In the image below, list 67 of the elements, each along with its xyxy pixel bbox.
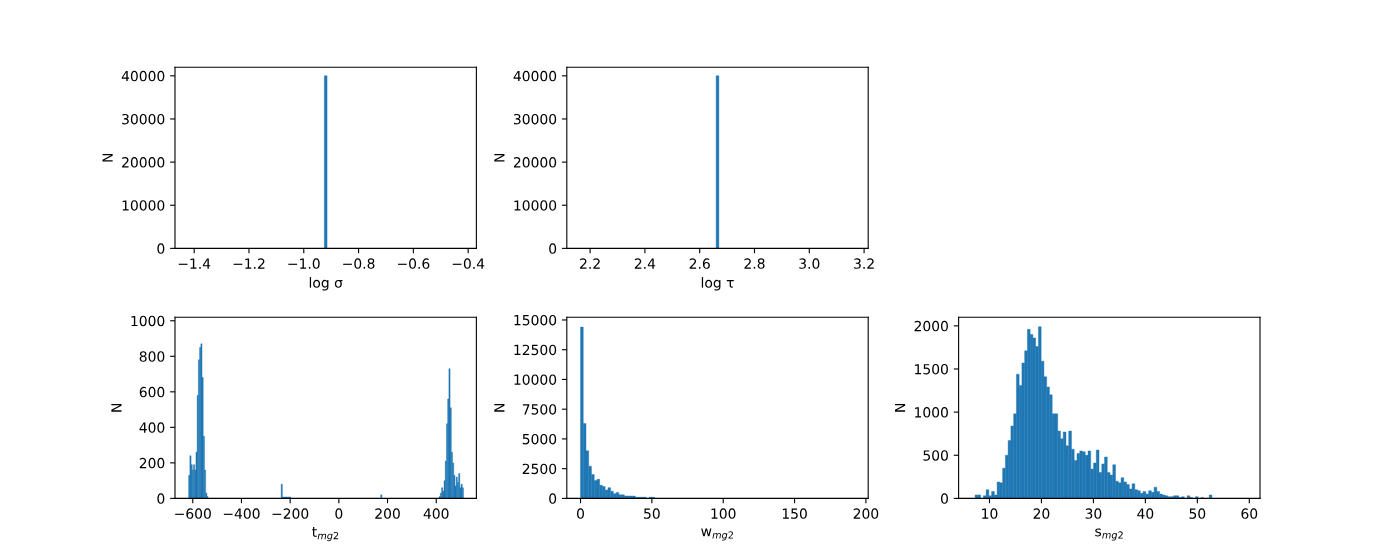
- y-axis-title: N: [494, 403, 505, 412]
- y-tick-label: 0: [940, 493, 948, 504]
- y-tick-label: 0: [157, 243, 165, 254]
- x-tick-label: 2.8: [744, 258, 765, 269]
- x-tick-label: 50: [644, 508, 660, 519]
- x-axis-title: log τ: [701, 277, 734, 291]
- y-tick-label: 800: [139, 351, 165, 362]
- x-tick-label: 0: [335, 508, 343, 519]
- x-tick-label: −400: [223, 508, 260, 519]
- x-tick-label: 100: [711, 508, 736, 519]
- y-tick-label: 0: [549, 493, 557, 504]
- x-tick-label: −600: [175, 508, 211, 519]
- y-tick-label: 2000: [914, 320, 948, 332]
- y-tick-label: 1000: [915, 407, 948, 418]
- y-tick-label: 400: [139, 422, 165, 433]
- y-tick-label: 200: [139, 457, 165, 469]
- x-tick-label: −1.2: [233, 258, 265, 269]
- y-tick-label: 30000: [122, 113, 165, 125]
- y-tick-label: 5000: [522, 433, 557, 445]
- y-tick-label: 10000: [122, 200, 165, 211]
- x-axis-title: s$_{mg2}$: [1095, 528, 1123, 541]
- y-tick-label: 1000: [131, 315, 165, 327]
- y-tick-label: 40000: [513, 70, 557, 82]
- x-tick-label: 2.6: [689, 258, 710, 269]
- y-tick-label: 20000: [513, 157, 557, 168]
- y-tick-label: 600: [139, 386, 165, 398]
- x-tick-label: −200: [272, 508, 309, 519]
- x-tick-label: 3.2: [854, 258, 874, 269]
- x-tick-label: 0: [577, 508, 584, 519]
- x-tick-label: −0.6: [397, 258, 430, 269]
- x-tick-label: 10: [982, 508, 998, 519]
- x-tick-label: 30: [1085, 508, 1102, 519]
- y-tick-label: 40000: [121, 70, 165, 82]
- y-tick-label: 12500: [514, 344, 557, 356]
- x-axis-title: log σ: [309, 277, 343, 291]
- x-axis-title: w$_{mg2}$: [701, 528, 733, 541]
- x-tick-label: −1.4: [178, 258, 211, 269]
- x-tick-label: 400: [423, 508, 449, 519]
- y-tick-label: 1500: [915, 363, 948, 375]
- x-tick-label: 150: [782, 508, 807, 519]
- x-tick-label: 60: [1241, 508, 1258, 519]
- y-tick-label: 500: [923, 450, 948, 461]
- y-axis-title: N: [111, 403, 122, 412]
- x-tick-label: −0.8: [343, 258, 375, 269]
- y-tick-label: 10000: [514, 200, 557, 211]
- y-tick-label: 30000: [513, 113, 557, 125]
- y-tick-label: 2500: [522, 463, 557, 475]
- y-tick-label: 20000: [122, 157, 165, 168]
- x-tick-label: 200: [853, 508, 879, 519]
- x-tick-label: 200: [375, 508, 400, 519]
- y-tick-label: 0: [157, 493, 165, 504]
- x-tick-label: 3.0: [799, 258, 820, 269]
- x-tick-label: 2.2: [580, 258, 600, 269]
- y-tick-label: 7500: [522, 404, 557, 415]
- y-axis-title: N: [494, 153, 505, 162]
- x-tick-label: 50: [1189, 508, 1206, 519]
- x-tick-label: 20: [1033, 508, 1050, 519]
- y-axis-title: N: [894, 403, 906, 412]
- y-axis-title: N: [102, 153, 113, 162]
- y-tick-label: 10000: [514, 374, 557, 385]
- x-tick-label: 40: [1137, 508, 1154, 519]
- x-tick-label: −1.0: [288, 258, 320, 269]
- y-tick-label: 15000: [514, 314, 557, 326]
- x-tick-label: −0.4: [452, 258, 485, 269]
- x-axis-title: t$_{mg2}$: [312, 527, 339, 542]
- x-tick-label: 2.4: [634, 258, 656, 269]
- y-tick-label: 0: [549, 243, 557, 254]
